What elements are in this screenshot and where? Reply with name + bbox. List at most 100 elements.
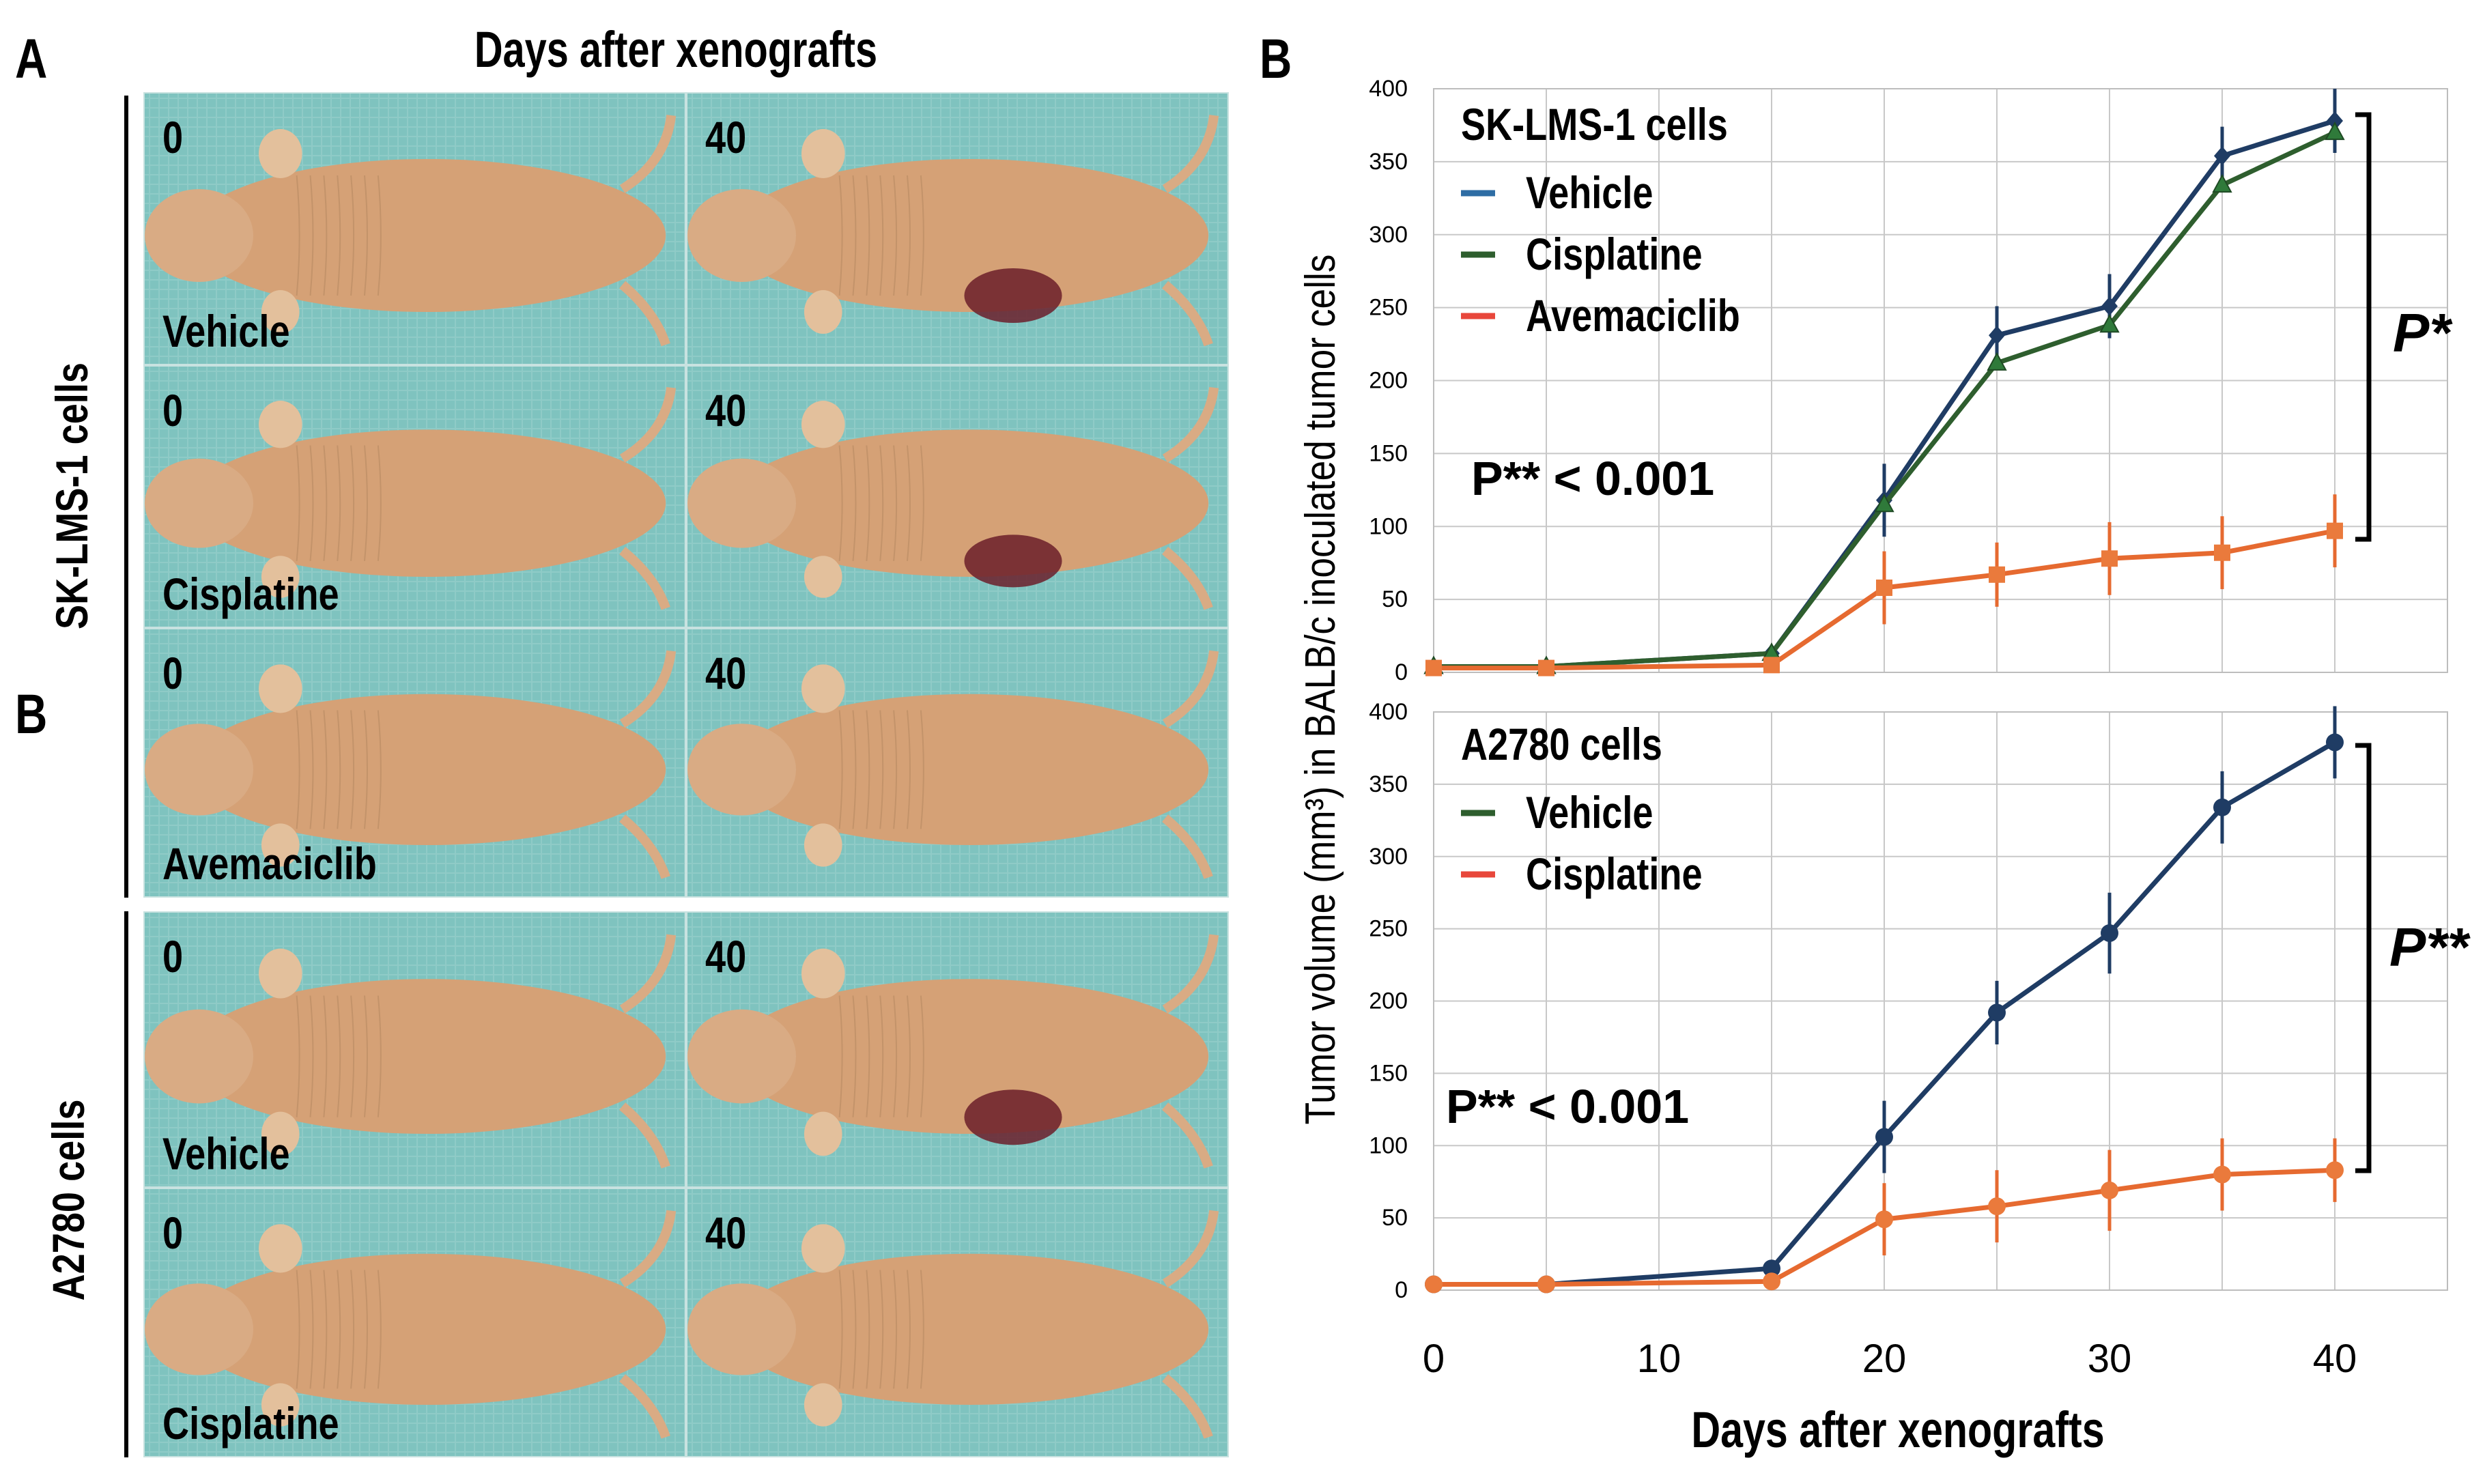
data-point [2327,111,2343,131]
y-tick-label: 0 [1395,659,1408,685]
legend-label: Vehicle [1526,167,1653,218]
y-tick-label: 350 [1369,149,1408,175]
data-point [2099,314,2120,333]
data-point [1537,1275,1555,1294]
panel-letter-b-right: B [1260,28,1292,90]
y-tick-label: 300 [1369,222,1408,248]
mouse-photo [686,1188,1229,1457]
data-point [2101,550,2118,567]
series-line [1434,130,2336,669]
y-tick-label: 350 [1369,771,1408,797]
series-line [1434,528,2335,671]
data-point [1988,1197,2006,1216]
mouse-illustration [145,629,685,896]
legend-title: SK-LMS-1 cells [1461,99,1728,149]
plot-frame [1433,711,2448,1291]
y-tick-label: 400 [1369,76,1408,102]
y-tick-label: 150 [1369,1060,1408,1086]
photo-treatment-label: Vehicle [162,306,290,356]
y-tick-label: 250 [1369,295,1408,321]
x-tick-label: 20 [1862,1337,1907,1381]
data-point [1763,1272,1780,1291]
data-point [2101,924,2118,942]
legend-title: A2780 cells [1461,719,1662,769]
mouse-photo [686,628,1229,898]
data-point [2214,544,2230,561]
photo-day-label: 40 [705,112,747,162]
data-point [1763,657,1780,674]
mouse-photo [143,365,686,628]
photo-day-label: 40 [705,648,747,698]
y-tick-label: 300 [1369,844,1408,870]
mouse-illustration [145,367,685,627]
data-point [2326,733,2344,752]
y-tick-label: 200 [1369,368,1408,394]
mouse-photo [143,1188,686,1457]
data-point [1538,659,1554,676]
legend-label: Avemaciclib [1526,290,1740,341]
data-point [1988,1003,2006,1022]
x-tick-label: 40 [2313,1337,2357,1381]
group-divider-a2780 [124,911,128,1457]
panel-letter-b-left: B [15,683,48,745]
data-point [1876,580,1892,597]
photo-treatment-label: Cisplatine [162,1398,339,1449]
significance-bracket [2355,743,2372,1173]
data-point [1989,566,2005,583]
y-tick-label: 250 [1369,916,1408,942]
photo-day-label: 0 [162,648,184,698]
mouse-photo [686,92,1229,365]
photo-day-label: 0 [162,112,184,162]
mouse-photo [686,365,1229,628]
data-point [1875,1210,1893,1229]
photo-treatment-label: Avemaciclib [162,838,377,889]
photo-day-label: 0 [162,385,184,436]
data-point [2214,146,2230,166]
bracket-label: P* [2393,302,2453,363]
photo-treatment-label: Cisplatine [162,569,339,619]
photo-day-label: 0 [162,1208,184,1258]
legend-label: Vehicle [1526,787,1653,838]
mouse-illustration [145,1189,685,1456]
y-tick-label: 100 [1369,1132,1408,1158]
legend-label: Cisplatine [1526,229,1703,279]
x-tick-label: 10 [1637,1337,1681,1381]
data-point [1875,1128,1893,1146]
x-tick-label: 0 [1423,1337,1445,1381]
mouse-photo [143,911,686,1188]
mouse-illustration [687,1189,1227,1456]
legend-label: Cisplatine [1526,848,1703,899]
significance-annotation: P** < 0.001 [1471,452,1714,505]
bracket-label: P** [2389,917,2471,978]
data-point [2101,296,2118,316]
data-point [1425,1275,1443,1294]
data-point [2327,522,2343,539]
series-line [1434,1167,2335,1287]
group-divider-sk [124,96,128,898]
y-axis-label: Tumor volume (mm³) in BALB/c inoculated … [1297,255,1344,1125]
y-tick-label: 0 [1395,1277,1408,1303]
data-point [2325,122,2345,141]
photo-day-label: 40 [705,931,747,982]
x-axis-label: Days after xenografts [1691,1402,2104,1459]
mouse-illustration [687,913,1227,1186]
data-point [1763,1259,1780,1278]
photo-day-label: 40 [705,385,747,436]
data-point [1874,494,1894,513]
mouse-illustration [145,94,685,364]
mouse-illustration [687,629,1227,896]
data-point [2101,1181,2118,1199]
photo-day-label: 40 [705,1208,747,1258]
data-point [2213,1165,2231,1184]
photo-heading: Days after xenografts [474,21,878,78]
photo-day-label: 0 [162,931,184,982]
y-tick-label: 50 [1382,1205,1408,1231]
significance-annotation: P** < 0.001 [1446,1080,1689,1133]
y-tick-label: 100 [1369,513,1408,539]
significance-bracket [2355,112,2372,542]
data-point [2213,798,2231,816]
y-tick-label: 400 [1369,699,1408,725]
data-point [1425,659,1442,676]
mouse-illustration [687,94,1227,364]
